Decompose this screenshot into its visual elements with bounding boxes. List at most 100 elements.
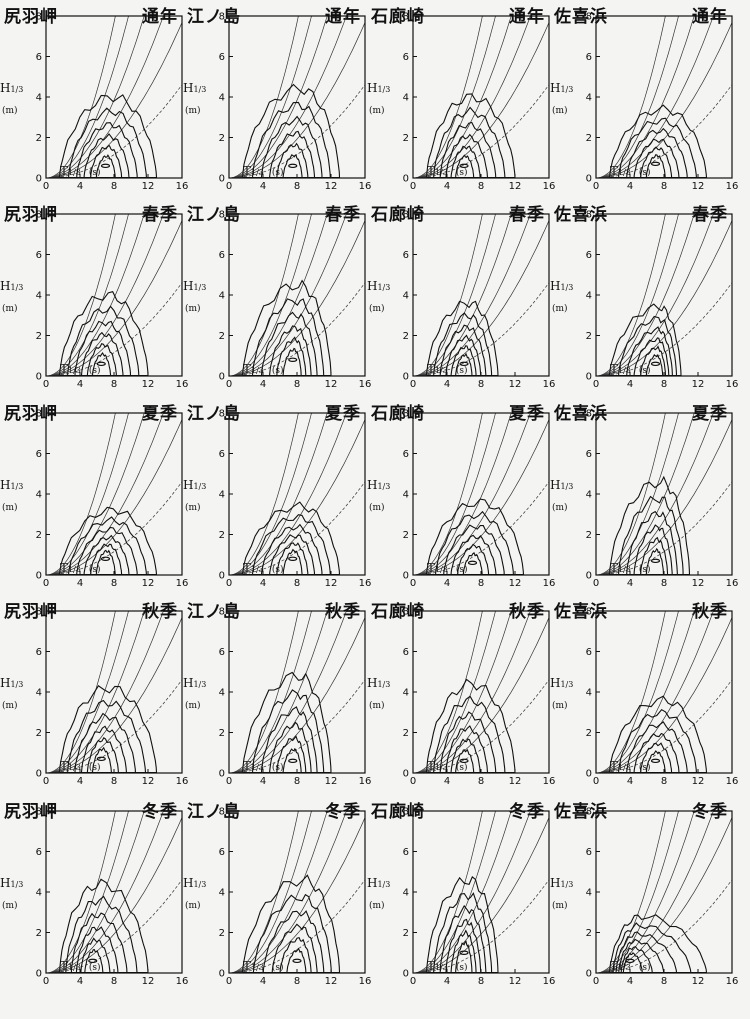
steepness-curve (46, 16, 145, 178)
x-tick-label: 0 (226, 578, 232, 589)
contour-line (74, 320, 132, 376)
contour-line (68, 516, 147, 575)
y-tick-label: 6 (219, 449, 225, 460)
y-axis-symbol: H (367, 676, 378, 690)
contour-peak (459, 950, 469, 955)
y-tick-label: 0 (403, 372, 409, 383)
y-axis-label: H1/3 (550, 479, 573, 493)
y-tick-label: 4 (219, 490, 225, 501)
y-tick-label: 0 (403, 571, 409, 582)
x-axis-unit: (s) (638, 763, 651, 773)
contour-line (84, 948, 104, 973)
chart-panel: 江ノ島 冬季 H1/3 (m) T1/3 (s) 0 4 8 12 16 0 2 4 6 8 (183, 795, 371, 987)
panel-season-title: 冬季 (509, 802, 545, 822)
x-tick-label: 0 (593, 379, 599, 390)
contour-lines (59, 878, 149, 973)
y-tick-label: 4 (586, 888, 592, 899)
contour-line (76, 122, 138, 178)
y-axis-symbol: H (367, 81, 378, 95)
panel-season-title: 夏季 (509, 404, 545, 424)
steepness-curve (596, 214, 695, 376)
x-axis-label: T1/3 (s) (427, 959, 468, 973)
steepness-curve (229, 481, 365, 575)
contour-line (618, 495, 684, 575)
contour-lines (242, 279, 332, 376)
y-tick-label: 2 (403, 928, 409, 939)
x-tick-label: 12 (142, 181, 155, 192)
x-axis-subscript: 1/3 (435, 168, 448, 177)
x-tick-label: 16 (176, 776, 189, 787)
steepness-curve (229, 214, 299, 376)
y-axis-symbol: H (367, 876, 378, 890)
x-tick-label: 8 (661, 379, 667, 390)
x-tick-label: 16 (726, 776, 739, 787)
x-tick-label: 0 (593, 976, 599, 987)
contour-line (86, 736, 119, 773)
steepness-curve (596, 611, 679, 773)
y-tick-label: 8 (403, 607, 409, 618)
y-axis-symbol: H (550, 279, 561, 293)
x-tick-label: 12 (692, 976, 705, 987)
steepness-curve (46, 413, 116, 575)
contour-line (286, 947, 307, 973)
steepness-curve (413, 220, 549, 376)
contour-lines (426, 876, 499, 973)
y-axis-subscript: 1/3 (10, 85, 24, 94)
y-axis-label: H1/3 (550, 280, 573, 294)
contour-line (75, 926, 119, 973)
contour-peak (88, 958, 98, 964)
x-axis-label: T1/3 (s) (60, 959, 101, 973)
chart-panel: 石廊崎 春季 H1/3 (m) T1/3 (s) 0 4 8 12 16 0 2 4 6 8 (367, 198, 555, 390)
x-tick-label: 8 (478, 181, 484, 192)
x-tick-label: 12 (692, 578, 705, 589)
x-axis-subscript: 1/3 (68, 763, 81, 772)
contour-plot: 0 4 8 12 16 0 2 4 6 8 (36, 607, 189, 788)
steepness-curve (229, 214, 312, 376)
x-axis-symbol: T (243, 164, 252, 178)
x-tick-label: 0 (226, 379, 232, 390)
x-axis-subscript: 1/3 (251, 366, 264, 375)
contour-line (90, 145, 123, 178)
steepness-curve (413, 811, 531, 973)
x-tick-label: 0 (43, 776, 49, 787)
panel-season-title: 冬季 (142, 802, 178, 822)
panel-location-title: 佐喜浜 (554, 802, 608, 822)
y-axis-symbol: H (550, 478, 561, 492)
y-axis-symbol: H (183, 279, 194, 293)
y-tick-label: 8 (403, 409, 409, 420)
x-tick-label: 4 (444, 776, 450, 787)
panel-season-title: 冬季 (325, 802, 361, 822)
y-axis-subscript: 1/3 (377, 880, 391, 889)
steepness-curve (596, 611, 666, 773)
x-tick-label: 8 (111, 776, 117, 787)
y-tick-label: 0 (219, 372, 225, 383)
y-tick-label: 8 (586, 607, 592, 618)
y-tick-label: 8 (586, 210, 592, 221)
y-axis-label: H1/3 (183, 82, 206, 96)
steepness-curve (229, 282, 365, 376)
x-axis-unit: (s) (455, 168, 468, 178)
x-tick-label: 16 (176, 976, 189, 987)
x-tick-label: 0 (410, 578, 416, 589)
contour-line (83, 534, 130, 575)
contour-line (260, 115, 323, 178)
y-axis-symbol: H (0, 676, 11, 690)
x-tick-label: 4 (444, 578, 450, 589)
y-axis-subscript: 1/3 (560, 482, 574, 491)
contour-line (242, 501, 341, 575)
chart-panel: 江ノ島 春季 H1/3 (m) T1/3 (s) 0 4 8 12 16 0 2 4 6 8 (183, 198, 371, 390)
panel-location-title: 佐喜浜 (554, 7, 608, 27)
y-tick-label: 2 (403, 728, 409, 739)
contour-line (626, 510, 678, 575)
y-tick-label: 0 (36, 571, 42, 582)
y-tick-label: 6 (403, 52, 409, 63)
panel-location-title: 佐喜浜 (554, 602, 608, 622)
steepness-curve (229, 16, 299, 178)
steepness-curve (46, 16, 164, 178)
contour-line (609, 475, 691, 575)
plot-frame (412, 610, 550, 774)
steepness-curve (596, 811, 714, 973)
x-axis-symbol: T (610, 164, 619, 178)
y-tick-label: 6 (36, 449, 42, 460)
